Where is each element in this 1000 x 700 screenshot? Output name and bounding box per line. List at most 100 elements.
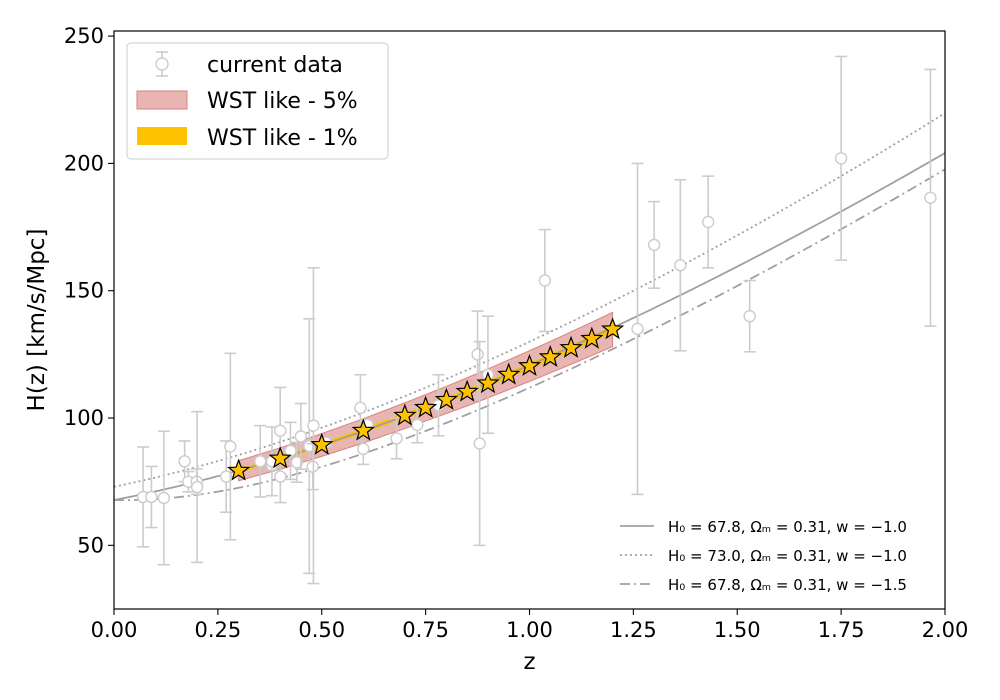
data-marker [274, 424, 287, 437]
legend-label-wst-1: WST like - 1% [207, 126, 358, 151]
data-point [647, 200, 661, 289]
legend-entry-model-dashdot: H₀ = 67.8, Ωₘ = 0.31, w = −1.5 [620, 576, 907, 594]
data-marker [924, 191, 937, 204]
x-tick-label: 1.00 [506, 618, 553, 642]
x-axis: 0.00 0.25 0.50 0.75 1.00 1.25 1.50 1.75 2.00 [91, 609, 969, 642]
legend-label-wst-5: WST like - 5% [207, 89, 358, 114]
legend-entry-wst-1: WST like - 1% [137, 126, 358, 151]
data-point [473, 340, 486, 547]
legend-models: H₀ = 67.8, Ωₘ = 0.31, w = −1.0 H₀ = 73.0… [620, 518, 907, 594]
data-point [307, 267, 320, 585]
x-tick-label: 2.00 [922, 618, 969, 642]
legend-label-model-dashdot: H₀ = 67.8, Ωₘ = 0.31, w = −1.5 [668, 576, 907, 594]
data-point [834, 55, 848, 261]
data-marker [294, 430, 308, 443]
data-marker [538, 274, 552, 287]
data-marker [274, 470, 287, 483]
wst-star-point [559, 335, 583, 358]
data-marker [178, 455, 191, 468]
legend-main-frame [126, 42, 389, 160]
data-marker [473, 437, 486, 450]
data-point [701, 175, 715, 269]
data-marker [471, 348, 484, 361]
data-point [294, 402, 308, 471]
y-tick-label: 100 [64, 406, 104, 430]
data-point [924, 68, 937, 327]
data-marker [701, 215, 715, 229]
legend-label-model-solid: H₀ = 67.8, Ωₘ = 0.31, w = −1.0 [668, 518, 907, 536]
wst-star-point [517, 353, 542, 376]
data-marker [145, 490, 158, 504]
wst-star-point [434, 387, 459, 410]
data-point [538, 228, 552, 333]
legend-open-circle-marker [155, 57, 169, 71]
data-point [254, 424, 267, 498]
data-marker [219, 470, 233, 483]
data-marker [284, 444, 297, 458]
data-point [145, 465, 158, 529]
legend-main: current data WST like - 5% WST like - 1% [126, 42, 389, 160]
legend-entry-model-solid: H₀ = 67.8, Ωₘ = 0.31, w = −1.0 [620, 518, 907, 536]
legend-entry-wst-5: WST like - 5% [136, 89, 358, 114]
x-tick-label: 0.50 [298, 618, 345, 642]
y-tick-label: 250 [64, 24, 104, 48]
data-point [743, 279, 756, 353]
x-tick-label: 1.75 [818, 618, 865, 642]
data-marker [354, 401, 367, 415]
legend-swatch-wst-5 [136, 90, 188, 110]
data-point [224, 352, 237, 541]
data-marker [290, 456, 304, 469]
y-axis-title: H(z) [km/s/Mpc] [24, 229, 50, 412]
wst-star-point [538, 344, 562, 368]
data-marker [157, 491, 171, 505]
legend-label-model-dotted: H₀ = 73.0, Ωₘ = 0.31, w = −1.0 [668, 547, 907, 565]
data-marker [307, 419, 320, 432]
data-marker [390, 432, 403, 445]
x-tick-label: 1.25 [610, 618, 657, 642]
y-tick-label: 150 [64, 279, 104, 303]
model-curve-dotted [113, 112, 946, 488]
data-marker [743, 309, 756, 323]
wst-star-point [600, 317, 625, 340]
legend-entry-current-data: current data [155, 51, 343, 78]
y-tick-label: 50 [77, 533, 104, 557]
data-point [284, 421, 297, 481]
x-tick-label: 0.00 [91, 618, 138, 642]
y-tick-label: 200 [64, 151, 104, 175]
data-marker [190, 480, 204, 494]
wst-star-point [580, 326, 604, 349]
data-point [274, 449, 287, 504]
data-point [390, 417, 403, 460]
data-point [157, 430, 171, 566]
x-axis-title: z [523, 649, 535, 675]
legend-swatch-wst-1 [137, 127, 187, 145]
x-tick-label: 0.25 [194, 618, 241, 642]
wst-star-point [227, 458, 251, 481]
wst-star-point [310, 432, 334, 455]
data-point [136, 446, 150, 548]
wst-star-point [476, 371, 500, 394]
wst-star-point [393, 403, 417, 426]
data-marker [254, 455, 267, 468]
data-marker [834, 152, 848, 165]
data-marker [411, 418, 424, 432]
data-marker [224, 440, 237, 453]
data-point [190, 410, 204, 564]
data-marker [631, 322, 644, 336]
legend-label-current-data: current data [207, 53, 343, 78]
wst-star-point [455, 379, 479, 402]
y-axis: 50 100 150 200 250 [64, 24, 114, 557]
wst-star-point [351, 418, 375, 441]
wst-star-point [497, 362, 521, 385]
wst-star-point [268, 446, 292, 469]
data-marker [647, 238, 661, 252]
data-point [631, 162, 644, 496]
model-curve-dashdot [113, 168, 946, 502]
data-marker [674, 259, 687, 272]
wst-points-layer [227, 317, 625, 481]
x-tick-label: 1.50 [714, 618, 761, 642]
legend-entry-model-dotted: H₀ = 73.0, Ωₘ = 0.31, w = −1.0 [620, 547, 907, 565]
data-marker [357, 442, 370, 456]
wst-star-point [414, 395, 438, 418]
